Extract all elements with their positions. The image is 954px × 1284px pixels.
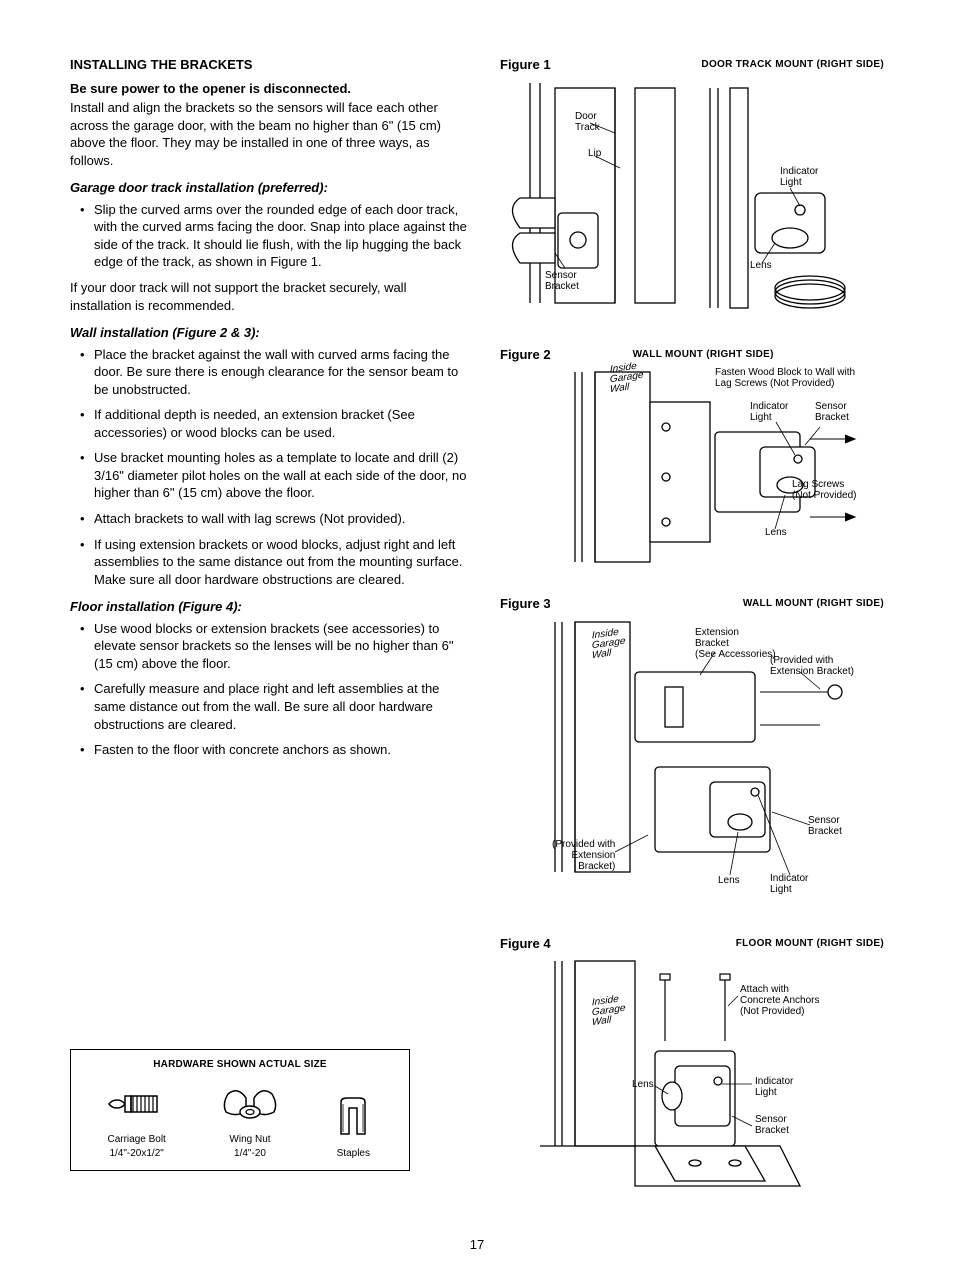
figure-title: WALL MOUNT (RIGHT SIDE) (563, 346, 884, 362)
hardware-spec: 1/4"-20 (218, 1147, 282, 1161)
callout-ext-bracket: Extension Bracket (See Accessories) (695, 627, 776, 660)
callout-sensor-bracket: Sensor Bracket (755, 1114, 789, 1136)
callout-indicator-light: Indicator Light (770, 873, 808, 895)
figure-4: Figure 4 FLOOR MOUNT (RIGHT SIDE) (500, 935, 884, 1207)
track-subhead: Garage door track installation (preferre… (70, 179, 470, 197)
section-heading: INSTALLING THE BRACKETS (70, 56, 470, 74)
left-column: INSTALLING THE BRACKETS Be sure power to… (70, 56, 470, 1206)
wall-subhead: Wall installation (Figure 2 & 3): (70, 324, 470, 342)
page-number: 17 (70, 1236, 884, 1254)
hardware-label: Carriage Bolt (107, 1133, 167, 1147)
garage-wall-label: Inside Garage Wall (610, 361, 644, 395)
figure-2: Figure 2 WALL MOUNT (RIGHT SIDE) (500, 346, 884, 568)
staples-icon (333, 1093, 373, 1143)
list-item: Fasten to the floor with concrete anchor… (84, 741, 470, 759)
callout-lens: Lens (632, 1079, 654, 1090)
floor-subhead: Floor installation (Figure 4): (70, 598, 470, 616)
garage-wall-label: Inside Garage Wall (592, 626, 626, 660)
callout-indicator-light: Indicator Light (755, 1076, 793, 1098)
garage-wall-label: Inside Garage Wall (592, 994, 626, 1028)
callout-lens: Lens (718, 875, 740, 886)
callout-door-track: Door Track (575, 111, 600, 133)
figure-2-diagram: Inside Garage Wall Fasten Wood Block to … (500, 367, 884, 567)
carriage-bolt-icon (107, 1079, 167, 1129)
list-item: Place the bracket against the wall with … (84, 346, 470, 399)
hardware-label: Wing Nut (218, 1133, 282, 1147)
figure-label: Figure 3 (500, 595, 551, 613)
callout-provided2: (Provided with Extension Bracket) (552, 839, 615, 872)
figure-3: Figure 3 WALL MOUNT (RIGHT SIDE) (500, 595, 884, 907)
figure-1: Figure 1 DOOR TRACK MOUNT (RIGHT SIDE) (500, 56, 884, 318)
figure-label: Figure 2 (500, 346, 551, 364)
hardware-spec: 1/4"-20x1/2" (107, 1147, 167, 1161)
figure-1-diagram: Door Track Lip Sensor Bracket Indicator … (500, 78, 884, 318)
callout-lens: Lens (765, 527, 787, 538)
hardware-item: Wing Nut 1/4"-20 (218, 1079, 282, 1160)
list-item: Use wood blocks or extension brackets (s… (84, 620, 470, 673)
callout-sensor-bracket: Sensor Bracket (808, 815, 842, 837)
figure-title: DOOR TRACK MOUNT (RIGHT SIDE) (563, 56, 884, 72)
list-item: Attach brackets to wall with lag screws … (84, 510, 470, 528)
hardware-label: Staples (333, 1147, 373, 1161)
warning-line: Be sure power to the opener is disconnec… (70, 80, 470, 98)
track-note: If your door track will not support the … (70, 279, 470, 314)
list-item: Carefully measure and place right and le… (84, 680, 470, 733)
hardware-item: Staples (333, 1093, 373, 1161)
page-layout: INSTALLING THE BRACKETS Be sure power to… (70, 56, 884, 1206)
figure-label: Figure 4 (500, 935, 551, 953)
callout-attach: Attach with Concrete Anchors (Not Provid… (740, 984, 820, 1017)
figure-label: Figure 1 (500, 56, 551, 74)
hardware-item: Carriage Bolt 1/4"-20x1/2" (107, 1079, 167, 1160)
callout-lens: Lens (750, 260, 772, 271)
callout-provided: (Provided with Extension Bracket) (770, 655, 854, 677)
figure-title: FLOOR MOUNT (RIGHT SIDE) (563, 935, 884, 951)
figure-title: WALL MOUNT (RIGHT SIDE) (563, 595, 884, 611)
callout-lip: Lip (588, 148, 601, 159)
callout-indicator-light: Indicator Light (780, 166, 818, 188)
floor-list: Use wood blocks or extension brackets (s… (70, 620, 470, 759)
track-list: Slip the curved arms over the rounded ed… (70, 201, 470, 271)
right-column: Figure 1 DOOR TRACK MOUNT (RIGHT SIDE) (500, 56, 884, 1206)
hardware-box: HARDWARE SHOWN ACTUAL SIZE (70, 1049, 410, 1172)
figure-4-diagram: Inside Garage Wall Attach with Concrete … (500, 956, 884, 1206)
wing-nut-icon (218, 1079, 282, 1129)
list-item: Use bracket mounting holes as a template… (84, 449, 470, 502)
callout-sensor-bracket: Sensor Bracket (545, 270, 579, 292)
wall-list: Place the bracket against the wall with … (70, 346, 470, 589)
callout-indicator-light: Indicator Light (750, 401, 788, 423)
figure-3-diagram: Inside Garage Wall Extension Bracket (Se… (500, 617, 884, 907)
list-item: If additional depth is needed, an extens… (84, 406, 470, 441)
callout-sensor-bracket: Sensor Bracket (815, 401, 849, 423)
list-item: Slip the curved arms over the rounded ed… (84, 201, 470, 271)
hardware-title: HARDWARE SHOWN ACTUAL SIZE (81, 1058, 399, 1072)
callout-lag-screws: Lag Screws (Not Provided) (792, 479, 856, 501)
hardware-row: Carriage Bolt 1/4"-20x1/2" Wing Nut 1/4"… (81, 1079, 399, 1160)
list-item: If using extension brackets or wood bloc… (84, 536, 470, 589)
intro-paragraph: Install and align the brackets so the se… (70, 99, 470, 169)
callout-fasten: Fasten Wood Block to Wall with Lag Screw… (715, 367, 855, 389)
